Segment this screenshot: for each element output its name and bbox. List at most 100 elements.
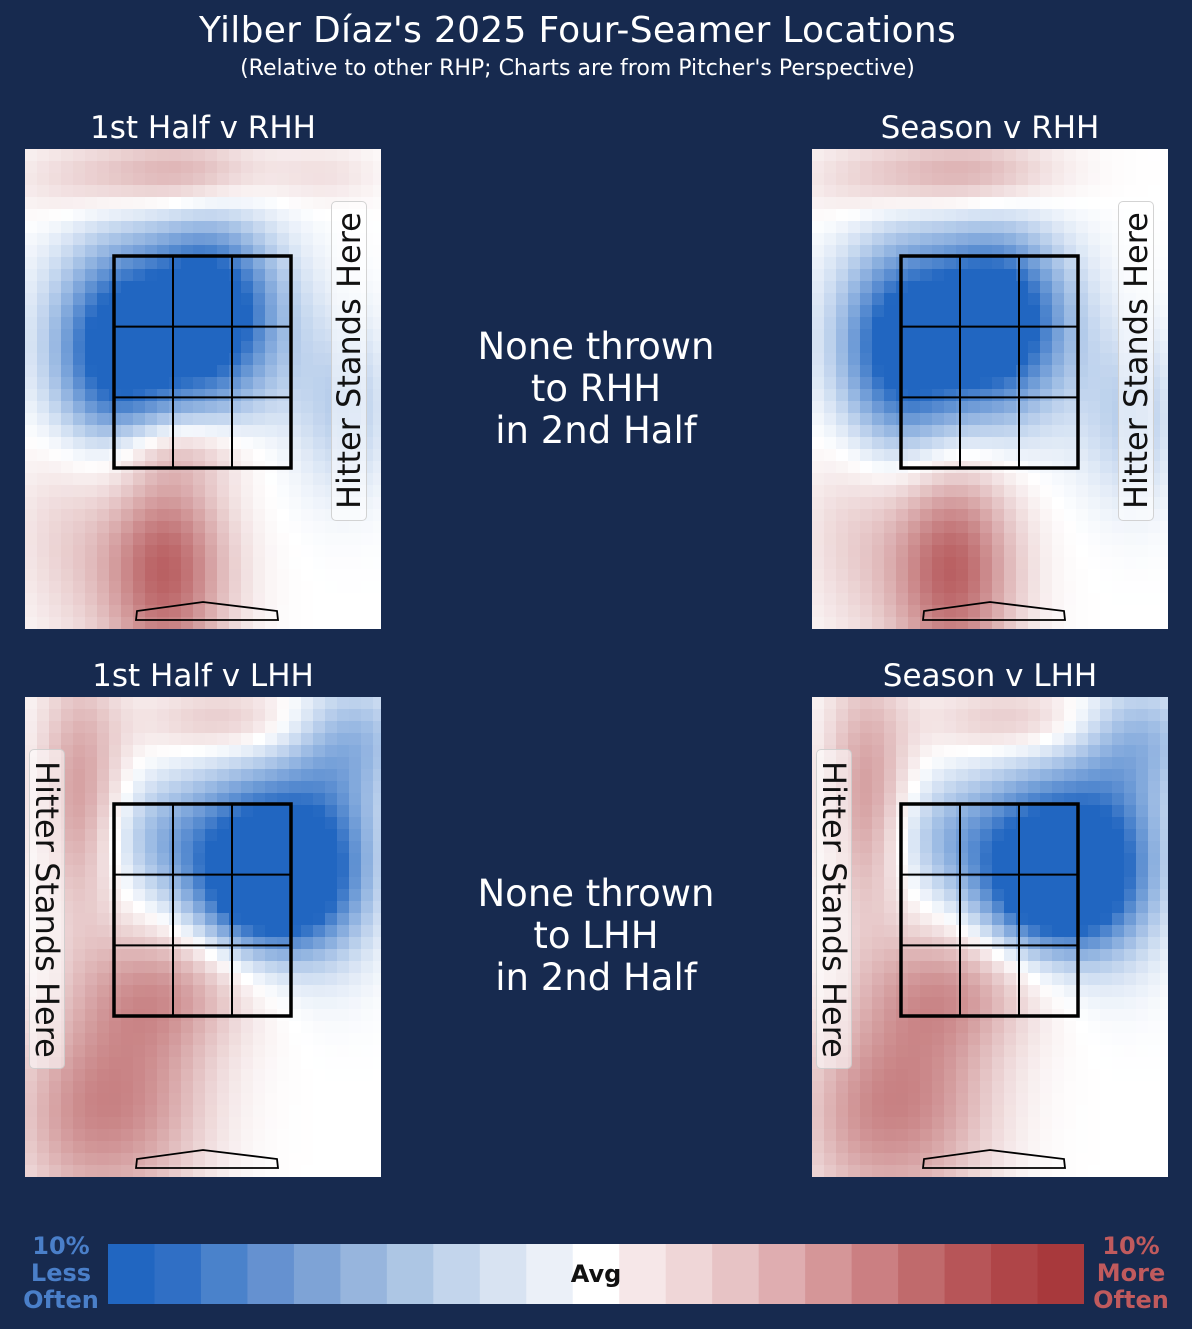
heatmap-cell xyxy=(884,865,897,878)
heatmap-cell xyxy=(956,497,969,510)
heatmap-cell xyxy=(1160,221,1168,234)
heatmap-cell xyxy=(1136,617,1149,629)
heatmap-cell xyxy=(121,1033,134,1046)
heatmap-cell xyxy=(1124,913,1137,926)
heatmap-cell xyxy=(229,401,242,414)
heatmap-cell xyxy=(1064,937,1077,950)
heatmap-cell xyxy=(25,329,38,342)
heatmap-cell xyxy=(860,233,873,246)
heatmap-cell xyxy=(1064,961,1077,974)
heatmap-cell xyxy=(25,485,38,498)
heatmap-cell xyxy=(920,269,933,282)
heatmap-cell xyxy=(157,1093,170,1106)
heatmap-cell xyxy=(1052,509,1065,522)
heatmap-cell xyxy=(205,449,218,462)
heatmap-cell xyxy=(872,817,885,830)
heatmap-cell xyxy=(968,1069,981,1082)
heatmap-cell xyxy=(181,1117,194,1130)
heatmap-cell xyxy=(265,497,278,510)
heatmap-cell xyxy=(253,269,266,282)
heatmap-cell xyxy=(968,937,981,950)
heatmap-cell xyxy=(205,1057,218,1070)
heatmap-cell xyxy=(956,365,969,378)
heatmap-cell xyxy=(73,901,86,914)
heatmap-cell xyxy=(277,997,290,1010)
heatmap-cell xyxy=(896,149,909,162)
heatmap-cell xyxy=(73,557,86,570)
heatmap-cell xyxy=(908,269,921,282)
heatmap-cell xyxy=(992,901,1005,914)
heatmap-cell xyxy=(301,221,314,234)
heatmap-cell xyxy=(932,709,945,722)
heatmap-cell xyxy=(848,173,861,186)
heatmap-cell xyxy=(872,545,885,558)
heatmap-cell xyxy=(253,1057,266,1070)
heatmap-cell xyxy=(325,889,338,902)
heatmap-cell xyxy=(193,1081,206,1094)
heatmap-cell xyxy=(1028,697,1041,710)
heatmap-cell xyxy=(1136,985,1149,998)
heatmap-cell xyxy=(61,473,74,486)
heatmap-cell xyxy=(97,1009,110,1022)
heatmap-cell xyxy=(944,569,957,582)
heatmap-cell xyxy=(337,569,350,582)
heatmap-cell xyxy=(980,197,993,210)
heatmap-cell xyxy=(812,317,825,330)
heatmap-cell xyxy=(1100,793,1113,806)
heatmap-cell xyxy=(133,853,146,866)
heatmap-cell xyxy=(253,1045,266,1058)
heatmap-cell xyxy=(133,997,146,1010)
heatmap-cell xyxy=(373,185,381,198)
heatmap-cell xyxy=(968,437,981,450)
heatmap-cell xyxy=(908,617,921,629)
heatmap-cell xyxy=(73,209,86,222)
heatmap-cell xyxy=(205,485,218,498)
heatmap-cell xyxy=(277,437,290,450)
heatmap-cell xyxy=(229,889,242,902)
heatmap-cell xyxy=(121,721,134,734)
heatmap-cell xyxy=(1016,257,1029,270)
heatmap-cell xyxy=(169,697,182,710)
heatmap-cell xyxy=(217,425,230,438)
heatmap-cell xyxy=(1064,425,1077,438)
heatmap-cell xyxy=(217,365,230,378)
heatmap-cell xyxy=(109,1081,122,1094)
heatmap-cell xyxy=(289,1045,302,1058)
heatmap-cell xyxy=(373,1117,381,1130)
heatmap-cell xyxy=(920,889,933,902)
heatmap-cell xyxy=(97,365,110,378)
heatmap-cell xyxy=(193,985,206,998)
heatmap-cell xyxy=(1100,257,1113,270)
heatmap-cell xyxy=(944,161,957,174)
heatmap-cell xyxy=(313,449,326,462)
heatmap-cell xyxy=(884,269,897,282)
heatmap-cell xyxy=(860,593,873,606)
heatmap-cell xyxy=(872,913,885,926)
heatmap-cell xyxy=(872,425,885,438)
heatmap-cell xyxy=(349,521,362,534)
heatmap-cell xyxy=(97,1045,110,1058)
heatmap-cell xyxy=(301,733,314,746)
heatmap-cell xyxy=(1028,889,1041,902)
heatmap-cell xyxy=(145,1141,158,1154)
heatmap-cell xyxy=(169,877,182,890)
heatmap-cell xyxy=(349,1093,362,1106)
heatmap-cell xyxy=(872,161,885,174)
heatmap-cell xyxy=(1004,593,1017,606)
heatmap-cell xyxy=(25,1129,38,1142)
heatmap-cell xyxy=(313,173,326,186)
heatmap-cell xyxy=(932,1069,945,1082)
heatmap-cell xyxy=(812,557,825,570)
heatmap-cell xyxy=(217,569,230,582)
heatmap-cell xyxy=(25,1153,38,1166)
heatmap-cell xyxy=(956,709,969,722)
heatmap-cell xyxy=(860,721,873,734)
heatmap-cell xyxy=(49,473,62,486)
heatmap-cell xyxy=(1088,913,1101,926)
heatmap-cell xyxy=(860,389,873,402)
heatmap-cell xyxy=(205,997,218,1010)
heatmap-cell xyxy=(85,817,98,830)
heatmap-cell xyxy=(97,769,110,782)
heatmap-cell xyxy=(980,937,993,950)
heatmap-cell xyxy=(932,173,945,186)
